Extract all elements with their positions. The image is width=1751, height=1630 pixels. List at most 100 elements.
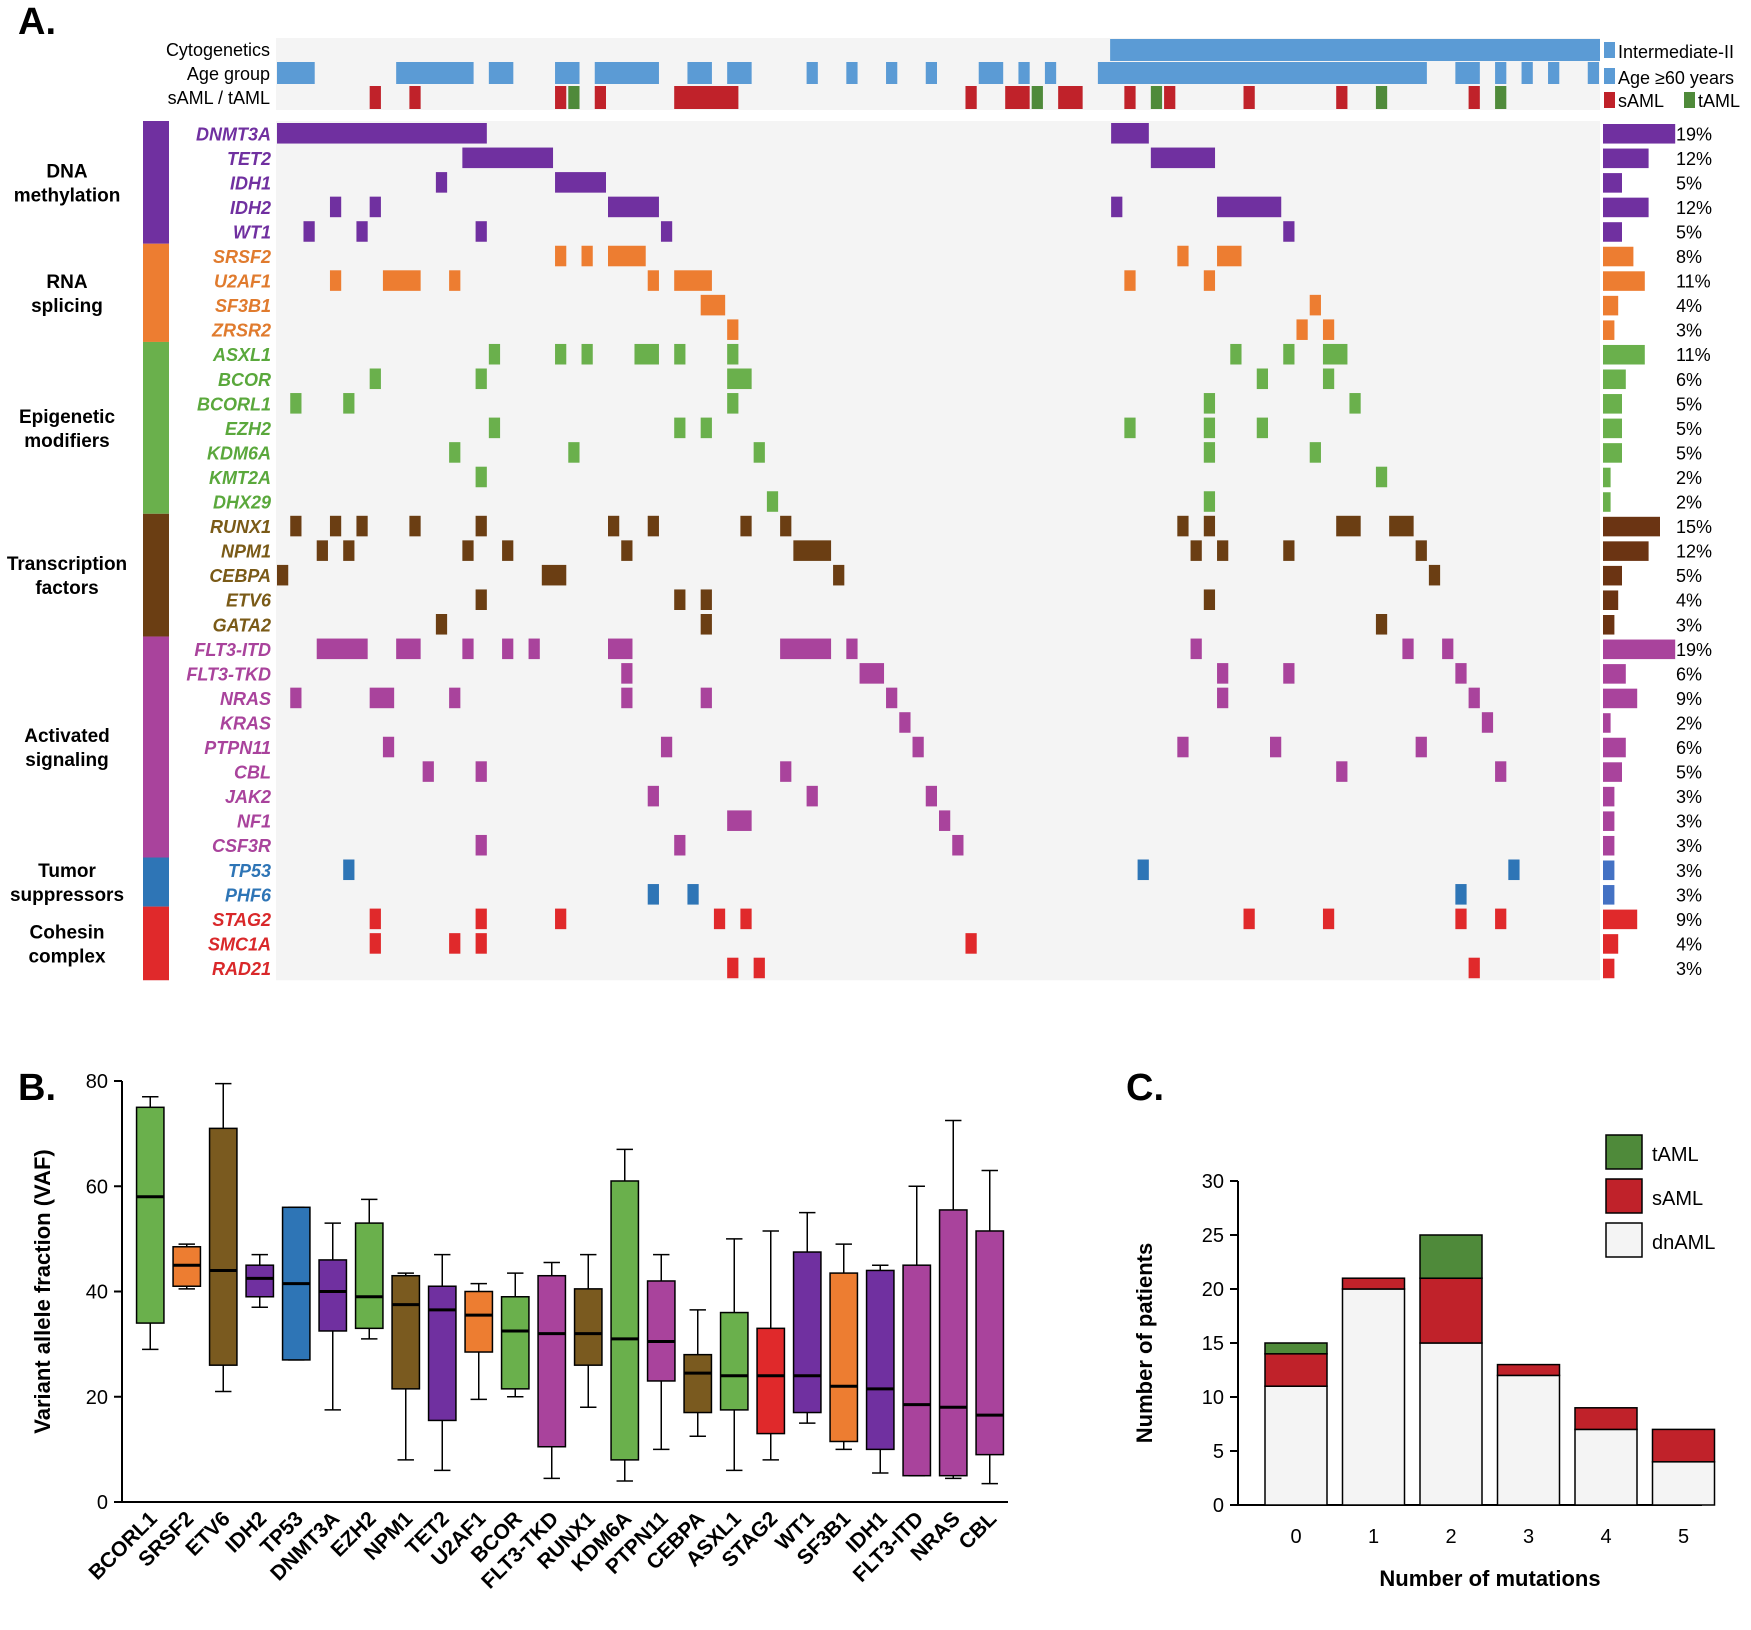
frequency-label: 19% (1676, 640, 1712, 660)
mutation-mark (647, 270, 659, 291)
mutation-mark (475, 368, 487, 390)
mutation-mark (700, 614, 712, 635)
x-tick-label: 3 (1523, 1526, 1534, 1548)
group-label: methylation (14, 185, 121, 206)
age-mark (806, 62, 818, 84)
mutation-mark (1336, 515, 1361, 537)
y-axis-title: Variant allele fraction (VAF) (30, 1149, 55, 1433)
mutation-mark (1203, 393, 1216, 414)
frequency-label: 3% (1676, 812, 1702, 832)
frequency-bar (1603, 443, 1622, 463)
mutation-mark (382, 736, 395, 758)
frequency-label: 3% (1676, 836, 1702, 856)
frequency-label: 11% (1676, 272, 1711, 292)
frequency-label: 11% (1676, 345, 1711, 365)
mutation-mark (1336, 761, 1348, 782)
mutation-mark (634, 343, 659, 365)
mutation-mark (1111, 196, 1123, 218)
mutation-mark (449, 933, 461, 954)
y-tick-label: 10 (1202, 1387, 1224, 1409)
bar-saml (1651, 1428, 1716, 1463)
x-tick-label: 5 (1678, 1526, 1689, 1548)
mutation-mark (369, 368, 381, 390)
bar-dnaml (1264, 1385, 1328, 1506)
frequency-bar (1603, 344, 1645, 365)
mutation-mark (727, 368, 752, 390)
mutation-mark (1230, 343, 1242, 365)
mutation-mark (369, 933, 381, 954)
mutation-mark (700, 589, 712, 610)
frequency-bar (1603, 860, 1615, 881)
mutation-mark (1190, 540, 1202, 561)
frequency-label: 5% (1676, 173, 1702, 193)
mutation-mark (488, 343, 501, 365)
group-label: factors (35, 578, 98, 599)
mutation-mark (1217, 540, 1229, 561)
mutation-mark (608, 515, 620, 537)
x-tick-label: 2 (1445, 1526, 1456, 1548)
mutation-mark (303, 221, 315, 242)
mutation-mark (1309, 442, 1321, 463)
panel-c-label: C. (1126, 1067, 1164, 1109)
panel-b-label: B. (18, 1067, 56, 1109)
mutation-mark (793, 540, 832, 561)
frequency-bar (1603, 124, 1676, 144)
legend-label: sAML (1652, 1188, 1703, 1210)
mutation-mark (621, 687, 633, 709)
mutation-mark (1283, 221, 1295, 242)
gene-label: IDH1 (230, 173, 271, 193)
mutation-mark (1481, 712, 1494, 733)
mutation-mark (541, 564, 567, 586)
mutation-mark (343, 859, 355, 881)
age-mark (687, 62, 712, 84)
group-color-strip (143, 243, 169, 342)
mutation-mark (674, 270, 712, 291)
mutation-mark (555, 172, 606, 193)
mutation-mark (780, 761, 792, 782)
frequency-label: 3% (1676, 959, 1702, 979)
group-color-strip (143, 636, 169, 858)
x-tick-label: 0 (1290, 1526, 1301, 1548)
cyto-legend-label: Intermediate-II (1618, 42, 1734, 62)
box-tet2 (427, 1285, 457, 1422)
age-mark (555, 62, 580, 84)
group-label: Activated (24, 726, 110, 747)
saml-mark (1336, 86, 1348, 109)
panel-a-label: A. (18, 1, 56, 43)
mutation-mark (1495, 761, 1507, 782)
mutation-mark (369, 908, 381, 930)
cytogenetics-mark (1110, 39, 1600, 61)
mutation-mark (674, 834, 686, 856)
mutation-mark (462, 147, 554, 169)
frequency-bar (1603, 148, 1649, 169)
frequency-bar (1603, 541, 1649, 561)
frequency-bar (1603, 516, 1660, 537)
mutation-mark (1468, 957, 1480, 979)
mutation-mark (1375, 466, 1388, 488)
mutation-mark (859, 663, 885, 684)
age-legend-swatch (1604, 68, 1615, 84)
mutation-mark (528, 638, 540, 660)
taml-mark (1375, 86, 1388, 109)
y-tick-label: 20 (1202, 1279, 1224, 1301)
gene-label: PTPN11 (204, 738, 271, 758)
mutation-mark (475, 933, 487, 954)
mutation-mark (1402, 638, 1414, 660)
frequency-bar (1603, 811, 1615, 831)
mutation-mark (277, 123, 487, 144)
legend-label: dnAML (1652, 1232, 1715, 1254)
mutation-mark (1203, 515, 1216, 537)
age-mark (978, 62, 1004, 84)
gene-label: DNMT3A (196, 124, 271, 144)
saml-mark (1243, 86, 1255, 109)
age-mark (1455, 62, 1480, 84)
y-tick-label: 25 (1202, 1225, 1224, 1247)
mutation-mark (608, 196, 659, 218)
mutation-mark (1203, 589, 1216, 610)
mutation-mark (502, 638, 514, 660)
age-mark (1521, 62, 1533, 84)
gene-label: DHX29 (213, 493, 271, 513)
mutation-mark (1270, 736, 1282, 758)
mutation-mark (806, 785, 818, 807)
mutation-mark (1442, 638, 1454, 660)
